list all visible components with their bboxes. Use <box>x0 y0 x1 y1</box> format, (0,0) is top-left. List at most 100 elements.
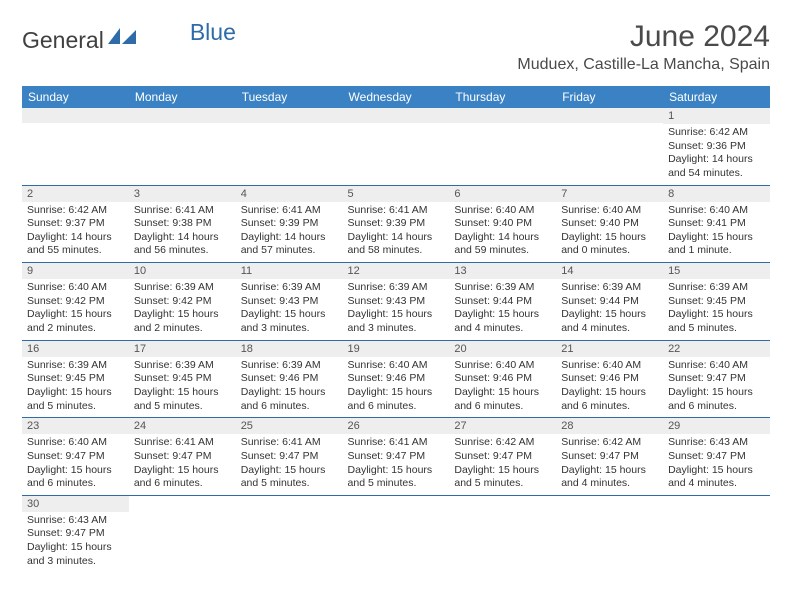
sunset-line: Sunset: 9:42 PM <box>27 295 124 309</box>
daylight-line: Daylight: 15 hours and 6 minutes. <box>561 386 658 413</box>
sunset-line: Sunset: 9:40 PM <box>454 217 551 231</box>
day-number: 4 <box>236 186 343 202</box>
day-number: 17 <box>129 341 236 357</box>
day-number: 12 <box>343 263 450 279</box>
cell-body: Sunrise: 6:43 AMSunset: 9:47 PMDaylight:… <box>663 434 770 495</box>
day-header: Tuesday <box>236 86 343 108</box>
calendar-cell: 3Sunrise: 6:41 AMSunset: 9:38 PMDaylight… <box>129 185 236 263</box>
calendar-cell <box>449 495 556 572</box>
cell-body: Sunrise: 6:39 AMSunset: 9:45 PMDaylight:… <box>663 279 770 340</box>
cell-body <box>129 123 236 175</box>
cell-body <box>129 511 236 563</box>
sunrise-line: Sunrise: 6:41 AM <box>348 436 445 450</box>
cell-body: Sunrise: 6:40 AMSunset: 9:46 PMDaylight:… <box>449 357 556 418</box>
sunset-line: Sunset: 9:47 PM <box>668 450 765 464</box>
day-number: 28 <box>556 418 663 434</box>
daylight-line: Daylight: 14 hours and 56 minutes. <box>134 231 231 258</box>
page-header: General Blue June 2024 Muduex, Castille-… <box>22 20 770 74</box>
day-number: 18 <box>236 341 343 357</box>
sunset-line: Sunset: 9:45 PM <box>134 372 231 386</box>
day-header-row: SundayMondayTuesdayWednesdayThursdayFrid… <box>22 86 770 108</box>
cell-body: Sunrise: 6:40 AMSunset: 9:46 PMDaylight:… <box>556 357 663 418</box>
day-number: 21 <box>556 341 663 357</box>
month-title: June 2024 <box>517 20 770 54</box>
daylight-line: Daylight: 15 hours and 5 minutes. <box>668 308 765 335</box>
day-number <box>236 108 343 123</box>
calendar-cell: 2Sunrise: 6:42 AMSunset: 9:37 PMDaylight… <box>22 185 129 263</box>
daylight-line: Daylight: 15 hours and 6 minutes. <box>348 386 445 413</box>
sunrise-line: Sunrise: 6:42 AM <box>561 436 658 450</box>
day-number: 5 <box>343 186 450 202</box>
calendar-cell: 8Sunrise: 6:40 AMSunset: 9:41 PMDaylight… <box>663 185 770 263</box>
sunrise-line: Sunrise: 6:40 AM <box>561 359 658 373</box>
day-number <box>449 108 556 123</box>
calendar-cell: 26Sunrise: 6:41 AMSunset: 9:47 PMDayligh… <box>343 418 450 496</box>
daylight-line: Daylight: 15 hours and 2 minutes. <box>134 308 231 335</box>
daylight-line: Daylight: 15 hours and 5 minutes. <box>348 464 445 491</box>
day-number: 22 <box>663 341 770 357</box>
day-number: 15 <box>663 263 770 279</box>
day-number <box>22 108 129 123</box>
day-number <box>129 496 236 511</box>
day-number: 23 <box>22 418 129 434</box>
daylight-line: Daylight: 14 hours and 54 minutes. <box>668 153 765 180</box>
sunrise-line: Sunrise: 6:41 AM <box>134 436 231 450</box>
calendar-cell: 24Sunrise: 6:41 AMSunset: 9:47 PMDayligh… <box>129 418 236 496</box>
sunset-line: Sunset: 9:47 PM <box>27 527 124 541</box>
calendar-cell: 22Sunrise: 6:40 AMSunset: 9:47 PMDayligh… <box>663 340 770 418</box>
sunset-line: Sunset: 9:39 PM <box>348 217 445 231</box>
day-number <box>129 108 236 123</box>
daylight-line: Daylight: 15 hours and 4 minutes. <box>561 308 658 335</box>
sunrise-line: Sunrise: 6:39 AM <box>241 281 338 295</box>
cell-body: Sunrise: 6:42 AMSunset: 9:47 PMDaylight:… <box>556 434 663 495</box>
day-header: Monday <box>129 86 236 108</box>
cell-body <box>449 123 556 175</box>
day-number: 3 <box>129 186 236 202</box>
daylight-line: Daylight: 15 hours and 4 minutes. <box>668 464 765 491</box>
sunrise-line: Sunrise: 6:40 AM <box>454 359 551 373</box>
sunset-line: Sunset: 9:45 PM <box>27 372 124 386</box>
calendar-row: 23Sunrise: 6:40 AMSunset: 9:47 PMDayligh… <box>22 418 770 496</box>
sunrise-line: Sunrise: 6:41 AM <box>348 204 445 218</box>
daylight-line: Daylight: 15 hours and 1 minute. <box>668 231 765 258</box>
sunset-line: Sunset: 9:38 PM <box>134 217 231 231</box>
sunrise-line: Sunrise: 6:39 AM <box>454 281 551 295</box>
day-number: 16 <box>22 341 129 357</box>
calendar-cell: 7Sunrise: 6:40 AMSunset: 9:40 PMDaylight… <box>556 185 663 263</box>
sunset-line: Sunset: 9:46 PM <box>454 372 551 386</box>
day-number: 6 <box>449 186 556 202</box>
calendar-cell: 15Sunrise: 6:39 AMSunset: 9:45 PMDayligh… <box>663 263 770 341</box>
sunset-line: Sunset: 9:37 PM <box>27 217 124 231</box>
cell-body: Sunrise: 6:40 AMSunset: 9:42 PMDaylight:… <box>22 279 129 340</box>
calendar-cell <box>236 495 343 572</box>
day-number: 20 <box>449 341 556 357</box>
calendar-cell: 14Sunrise: 6:39 AMSunset: 9:44 PMDayligh… <box>556 263 663 341</box>
day-header: Friday <box>556 86 663 108</box>
calendar-cell: 9Sunrise: 6:40 AMSunset: 9:42 PMDaylight… <box>22 263 129 341</box>
cell-body: Sunrise: 6:40 AMSunset: 9:41 PMDaylight:… <box>663 202 770 263</box>
cell-body: Sunrise: 6:39 AMSunset: 9:42 PMDaylight:… <box>129 279 236 340</box>
sunset-line: Sunset: 9:47 PM <box>348 450 445 464</box>
daylight-line: Daylight: 15 hours and 6 minutes. <box>134 464 231 491</box>
calendar-cell: 27Sunrise: 6:42 AMSunset: 9:47 PMDayligh… <box>449 418 556 496</box>
calendar-cell: 4Sunrise: 6:41 AMSunset: 9:39 PMDaylight… <box>236 185 343 263</box>
sunset-line: Sunset: 9:42 PM <box>134 295 231 309</box>
sunrise-line: Sunrise: 6:43 AM <box>27 514 124 528</box>
calendar-cell: 5Sunrise: 6:41 AMSunset: 9:39 PMDaylight… <box>343 185 450 263</box>
sunset-line: Sunset: 9:39 PM <box>241 217 338 231</box>
cell-body: Sunrise: 6:40 AMSunset: 9:46 PMDaylight:… <box>343 357 450 418</box>
cell-body: Sunrise: 6:39 AMSunset: 9:46 PMDaylight:… <box>236 357 343 418</box>
sunrise-line: Sunrise: 6:40 AM <box>454 204 551 218</box>
cell-body: Sunrise: 6:41 AMSunset: 9:38 PMDaylight:… <box>129 202 236 263</box>
calendar-cell <box>129 495 236 572</box>
daylight-line: Daylight: 14 hours and 59 minutes. <box>454 231 551 258</box>
calendar-cell: 6 Sunrise: 6:40 AMSunset: 9:40 PMDaylight… <box>449 185 556 263</box>
logo: General Blue <box>22 20 236 54</box>
sunrise-line: Sunrise: 6:42 AM <box>454 436 551 450</box>
sunrise-line: Sunrise: 6:43 AM <box>668 436 765 450</box>
day-header: Sunday <box>22 86 129 108</box>
calendar-row: 2Sunrise: 6:42 AMSunset: 9:37 PMDaylight… <box>22 185 770 263</box>
location-text: Muduex, Castille-La Mancha, Spain <box>517 56 770 74</box>
calendar-cell <box>236 108 343 185</box>
cell-body: Sunrise: 6:41 AMSunset: 9:47 PMDaylight:… <box>129 434 236 495</box>
